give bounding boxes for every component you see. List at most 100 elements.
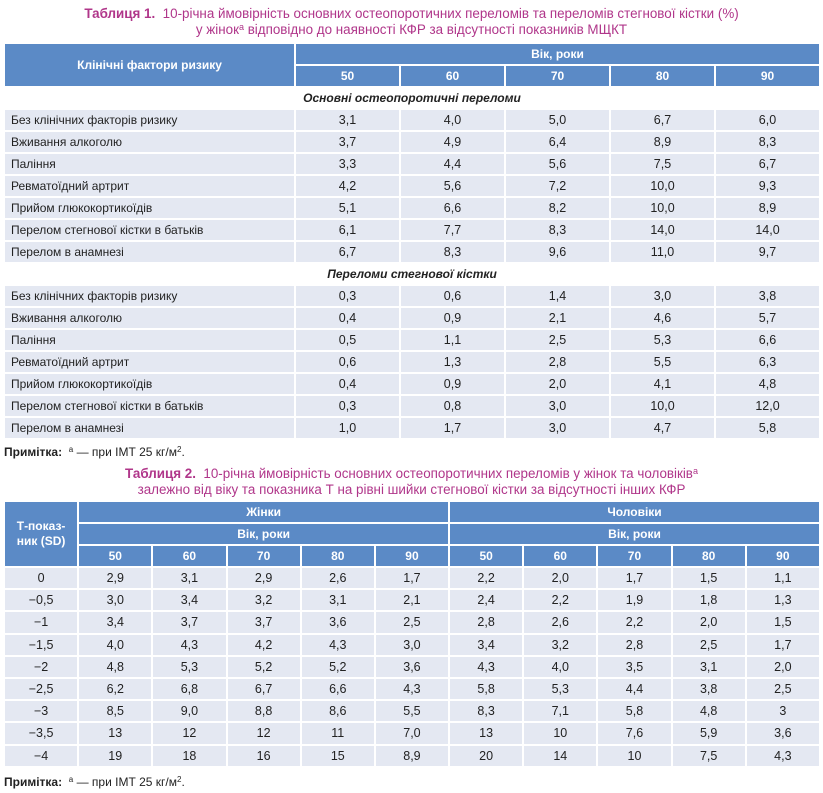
table1-cell: 2,8 [506, 352, 609, 372]
table2-cell-men: 1,7 [598, 568, 671, 589]
table2-cell-women: 9,0 [153, 701, 226, 722]
table1-cell: 4,6 [611, 308, 714, 328]
table2-cell-men: 1,8 [672, 590, 745, 611]
table1-row-label: Перелом стегнової кістки в батьків [5, 396, 294, 416]
table2-note-label: Примітка: [4, 775, 63, 789]
table1-row: Паління 0,5 1,1 2,5 5,3 6,6 [5, 330, 819, 350]
table1-cell: 3,0 [611, 286, 714, 306]
table2-cell-women: 16 [227, 745, 300, 766]
table1-cell: 8,3 [716, 132, 819, 152]
table1-caption-line1: Таблиця 1. 10-річна ймовірність основних… [0, 6, 823, 22]
table1-section-title: Переломи стегнової кістки [5, 264, 819, 284]
table2-cell-women: 15 [301, 745, 374, 766]
table2-cell-women: 3,7 [227, 612, 300, 633]
table2-cell-women: 3,7 [153, 612, 226, 633]
table1-cell: 8,9 [716, 198, 819, 218]
table2-row: −3 8,5 9,0 8,8 8,6 5,5 8,3 7,1 5,8 4,8 3 [5, 701, 819, 722]
table1-cell: 14,0 [716, 220, 819, 240]
table1-cell: 6,4 [506, 132, 609, 152]
table1-cell: 5,7 [716, 308, 819, 328]
table2-cell-women: 5,5 [375, 701, 449, 722]
table2-cell-men: 7,5 [672, 745, 745, 766]
table1-row: Перелом в анамнезі 1,0 1,7 3,0 4,7 5,8 [5, 418, 819, 438]
table2-cell-women: 1,7 [375, 568, 449, 589]
table2-cell-men: 2,0 [524, 568, 597, 589]
table2-cell-men: 7,6 [598, 723, 671, 744]
table2-age-header-women: 60 [153, 546, 226, 566]
table2-note-sup2: 2 [177, 775, 182, 784]
table2-cell-men: 4,3 [450, 656, 523, 677]
table2-cell-women: 4,8 [79, 656, 152, 677]
table2-cell-men: 8,3 [450, 701, 523, 722]
table2-cell-women: 5,2 [301, 656, 374, 677]
table2-cell-men: 2,4 [450, 590, 523, 611]
table1-cell: 0,6 [296, 352, 399, 372]
table2-cell-men: 1,5 [672, 568, 745, 589]
table1-row-label: Перелом стегнової кістки в батьків [5, 220, 294, 240]
table2-cell-women: 8,9 [375, 745, 449, 766]
table1-row: Прийом глюкокортикоїдів 5,1 6,6 8,2 10,0 8,9 [5, 198, 819, 218]
table2-cell-men: 2,5 [746, 678, 819, 700]
table1-caption-post: відповідно до наявності КФР за відсутнос… [243, 22, 628, 37]
table1-cell: 10,0 [611, 176, 714, 196]
table1-cell: 8,2 [506, 198, 609, 218]
table1-row: Прийом глюкокортикоїдів 0,4 0,9 2,0 4,1 4,8 [5, 374, 819, 394]
table1-row: Паління 3,3 4,4 5,6 7,5 6,7 [5, 154, 819, 174]
table2-cell-men: 3,2 [524, 634, 597, 655]
table1-cell: 5,0 [506, 110, 609, 130]
table2-cell-women: 11 [301, 723, 374, 744]
table1-caption-line2: у жінока відповідно до наявності КФР за … [0, 22, 823, 38]
table1-cell: 5,6 [401, 176, 504, 196]
table2-cell-men: 2,8 [598, 634, 671, 655]
table1-cell: 6,6 [716, 330, 819, 350]
table1-cell: 0,4 [296, 308, 399, 328]
table2-cell-men: 2,5 [672, 634, 745, 655]
table1-cell: 10,0 [611, 198, 714, 218]
table2-cell-men: 3 [746, 701, 819, 722]
table1-cell: 8,3 [506, 220, 609, 240]
table2-t-value: 0 [5, 568, 78, 589]
table2-note: Примітка: а — при ІМТ 25 кг/м2. [4, 775, 185, 789]
table1-cell: 3,0 [506, 396, 609, 416]
table2-note-end: . [181, 775, 185, 789]
table2-cell-men: 1,5 [746, 612, 819, 633]
table2-cell-women: 3,0 [79, 590, 152, 611]
table2-note-sup: а [68, 775, 74, 784]
table1-cell: 4,0 [401, 110, 504, 130]
table1-row-label: Прийом глюкокортикоїдів [5, 198, 294, 218]
table2-cell-men: 5,9 [672, 723, 745, 744]
table2-cell-women: 8,5 [79, 701, 152, 722]
table1-cell: 2,0 [506, 374, 609, 394]
table1-cell: 4,9 [401, 132, 504, 152]
table2-cell-women: 6,7 [227, 678, 300, 700]
table1-row: Без клінічних факторів ризику 0,3 0,6 1,4 3,… [5, 286, 819, 306]
table2-cell-women: 12 [153, 723, 226, 744]
table2-cell-women: 3,6 [375, 656, 449, 677]
table1-note-end: . [181, 445, 185, 459]
table2-caption-title: 10-річна ймовірність основних остеопорот… [203, 466, 693, 481]
table2-cell-men: 3,1 [672, 656, 745, 677]
table1-age-header: 50 [296, 66, 399, 86]
table1-cell: 4,7 [611, 418, 714, 438]
table2-cell-men: 5,3 [524, 678, 597, 700]
table1-caption-label: Таблиця 1. [84, 6, 156, 21]
table1-row: Вживання алкоголю 0,4 0,9 2,1 4,6 5,7 [5, 308, 819, 328]
table2-header-women-age: Вік, роки [79, 524, 449, 544]
table2-t-value: −3,5 [5, 723, 78, 744]
table1: Клінічні фактори ризику Вік, роки 50 60 70… [3, 42, 821, 440]
table2-cell-women: 2,6 [301, 568, 374, 589]
table2-cell-men: 10 [524, 723, 597, 744]
table1-age-header: 60 [401, 66, 504, 86]
table1-age-header: 80 [611, 66, 714, 86]
table1-caption: Таблиця 1. 10-річна ймовірність основних… [0, 6, 823, 38]
table2-cell-men: 13 [450, 723, 523, 744]
table2-age-header-women: 90 [375, 546, 449, 566]
table2-cell-men: 7,1 [524, 701, 597, 722]
table2-row: −3,5 13 12 12 11 7,0 13 10 7,6 5,9 3,6 [5, 723, 819, 744]
table1-cell: 1,1 [401, 330, 504, 350]
table2-cell-men: 3,4 [450, 634, 523, 655]
table1-row: Перелом стегнової кістки в батьків 0,3 0,8… [5, 396, 819, 416]
table2-row: −1,5 4,0 4,3 4,2 4,3 3,0 3,4 3,2 2,8 2,5 1,7 [5, 634, 819, 655]
table2-cell-men: 4,3 [746, 745, 819, 766]
table2-cell-women: 3,2 [227, 590, 300, 611]
